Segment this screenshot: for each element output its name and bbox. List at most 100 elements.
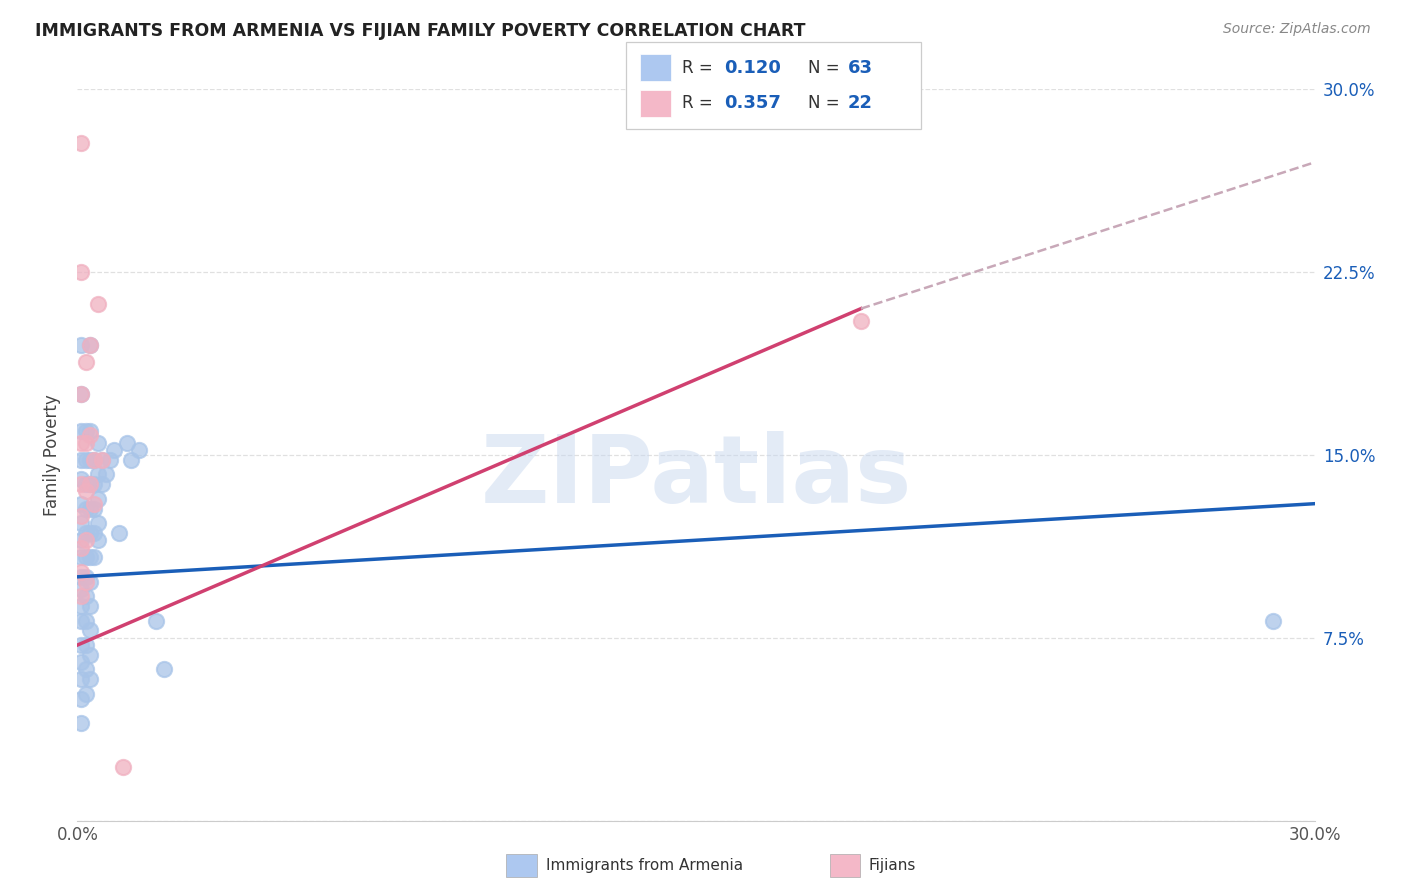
Point	[79, 428, 101, 442]
Point	[79, 477, 101, 491]
Point	[115, 435, 138, 450]
Point	[70, 477, 93, 491]
Point	[83, 525, 105, 540]
Point	[87, 467, 110, 482]
Text: Fijians: Fijians	[869, 858, 917, 872]
Point	[91, 452, 114, 467]
Point	[98, 452, 121, 467]
Point	[79, 501, 101, 516]
Point	[79, 338, 101, 352]
Point	[91, 477, 114, 491]
Point	[70, 533, 93, 548]
Text: IMMIGRANTS FROM ARMENIA VS FIJIAN FAMILY POVERTY CORRELATION CHART: IMMIGRANTS FROM ARMENIA VS FIJIAN FAMILY…	[35, 22, 806, 40]
Point	[79, 525, 101, 540]
Point	[70, 508, 93, 523]
Point	[79, 424, 101, 438]
Point	[83, 550, 105, 565]
Text: 0.120: 0.120	[724, 59, 780, 77]
Point	[75, 570, 97, 584]
Point	[75, 614, 97, 628]
Point	[87, 533, 110, 548]
Text: N =: N =	[808, 59, 845, 77]
Text: N =: N =	[808, 95, 845, 112]
Point	[83, 497, 105, 511]
Point	[70, 599, 93, 613]
Point	[128, 443, 150, 458]
Text: R =: R =	[682, 95, 718, 112]
Point	[75, 525, 97, 540]
Point	[79, 574, 101, 589]
Point	[70, 590, 93, 604]
Point	[75, 355, 97, 369]
Point	[70, 472, 93, 486]
Point	[70, 136, 93, 150]
Point	[79, 338, 101, 352]
Point	[70, 338, 93, 352]
Point	[70, 716, 93, 731]
Point	[83, 501, 105, 516]
Point	[70, 541, 93, 555]
Text: Immigrants from Armenia: Immigrants from Armenia	[546, 858, 742, 872]
Point	[70, 265, 93, 279]
Point	[70, 582, 93, 596]
Point	[103, 443, 125, 458]
Text: R =: R =	[682, 59, 718, 77]
Point	[70, 424, 93, 438]
Point	[83, 452, 105, 467]
Point	[79, 452, 101, 467]
Point	[87, 516, 110, 531]
Point	[153, 663, 176, 677]
Point	[75, 477, 97, 491]
Point	[75, 638, 97, 652]
Point	[1263, 614, 1285, 628]
Point	[87, 297, 110, 311]
Point	[849, 314, 872, 328]
Point	[87, 491, 110, 506]
Point	[79, 648, 101, 662]
Point	[70, 614, 93, 628]
Point	[75, 590, 97, 604]
Point	[79, 624, 101, 638]
Point	[75, 663, 97, 677]
Point	[70, 387, 93, 401]
Point	[70, 565, 93, 579]
Point	[91, 452, 114, 467]
Text: 63: 63	[848, 59, 873, 77]
Text: Source: ZipAtlas.com: Source: ZipAtlas.com	[1223, 22, 1371, 37]
Point	[79, 599, 101, 613]
Point	[75, 574, 97, 589]
Point	[70, 497, 93, 511]
Point	[96, 467, 118, 482]
Point	[83, 477, 105, 491]
Point	[70, 435, 93, 450]
Point	[111, 760, 134, 774]
Point	[75, 533, 97, 548]
Text: ZIPatlas: ZIPatlas	[481, 431, 911, 523]
Point	[75, 424, 97, 438]
Point	[75, 687, 97, 701]
Point	[70, 655, 93, 669]
Point	[79, 672, 101, 686]
Point	[70, 387, 93, 401]
Point	[107, 525, 129, 540]
Text: 22: 22	[848, 95, 873, 112]
Point	[75, 435, 97, 450]
Point	[70, 516, 93, 531]
Point	[75, 452, 97, 467]
Point	[70, 638, 93, 652]
Point	[70, 550, 93, 565]
Point	[70, 452, 93, 467]
Text: 0.357: 0.357	[724, 95, 780, 112]
Point	[120, 452, 142, 467]
Point	[70, 691, 93, 706]
Point	[87, 435, 110, 450]
Point	[83, 452, 105, 467]
Point	[75, 484, 97, 499]
Y-axis label: Family Poverty: Family Poverty	[44, 394, 62, 516]
Point	[70, 672, 93, 686]
Point	[79, 550, 101, 565]
Point	[145, 614, 167, 628]
Point	[70, 570, 93, 584]
Point	[75, 550, 97, 565]
Point	[75, 501, 97, 516]
